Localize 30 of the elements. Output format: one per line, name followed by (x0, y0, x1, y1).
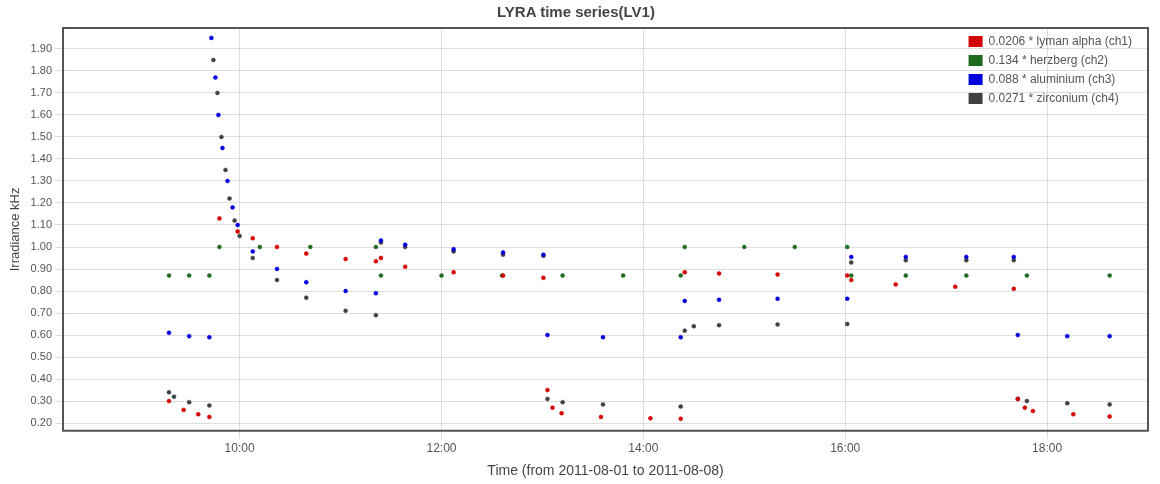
y-tick-label: 1.40 (30, 152, 53, 164)
y-tick-label: 1.70 (30, 85, 53, 98)
y-tick-label: 0.80 (30, 284, 53, 297)
y-tick-label: 1.10 (30, 218, 53, 231)
y-tick-label: 1.00 (30, 240, 53, 253)
chart-title: LYRA time series(LV1) (497, 3, 655, 21)
y-tick-label: 1.20 (30, 196, 53, 209)
y-tick-label: 0.70 (30, 306, 53, 319)
x-axis-title: Time (from 2011-08-01 to 2011-08-08) (487, 462, 724, 479)
y-tick-label: 0.60 (30, 328, 53, 341)
x-tick-label: 10:00 (224, 441, 255, 456)
y-tick-label: 1.90 (30, 41, 53, 54)
y-tick-label: 1.50 (30, 129, 53, 142)
x-tick-label: 12:00 (426, 441, 457, 456)
y-tick-label: 0.90 (30, 262, 53, 275)
y-tick-label: 0.50 (30, 350, 53, 363)
y-tick-label: 1.80 (30, 63, 53, 76)
y-tick-label: 0.40 (30, 372, 53, 385)
y-tick-label: 0.30 (30, 394, 53, 407)
y-tick-label: 1.60 (30, 107, 53, 120)
legend-label: 0.0271 * zirconium (ch4) (988, 91, 1119, 106)
x-tick-label: 18:00 (1032, 441, 1063, 456)
legend-label: 0.088 * aluminium (ch3) (988, 72, 1116, 87)
x-tick-label: 16:00 (830, 441, 861, 456)
y-axis-title: Irradiance kHz (7, 187, 23, 272)
y-tick-label: 0.20 (30, 416, 53, 429)
legend-label: 0.134 * herzberg (ch2) (988, 53, 1108, 68)
legend-label: 0.0206 * lyman alpha (ch1) (988, 34, 1132, 49)
x-tick-label: 14:00 (628, 441, 659, 456)
y-tick-label: 1.30 (30, 174, 53, 187)
